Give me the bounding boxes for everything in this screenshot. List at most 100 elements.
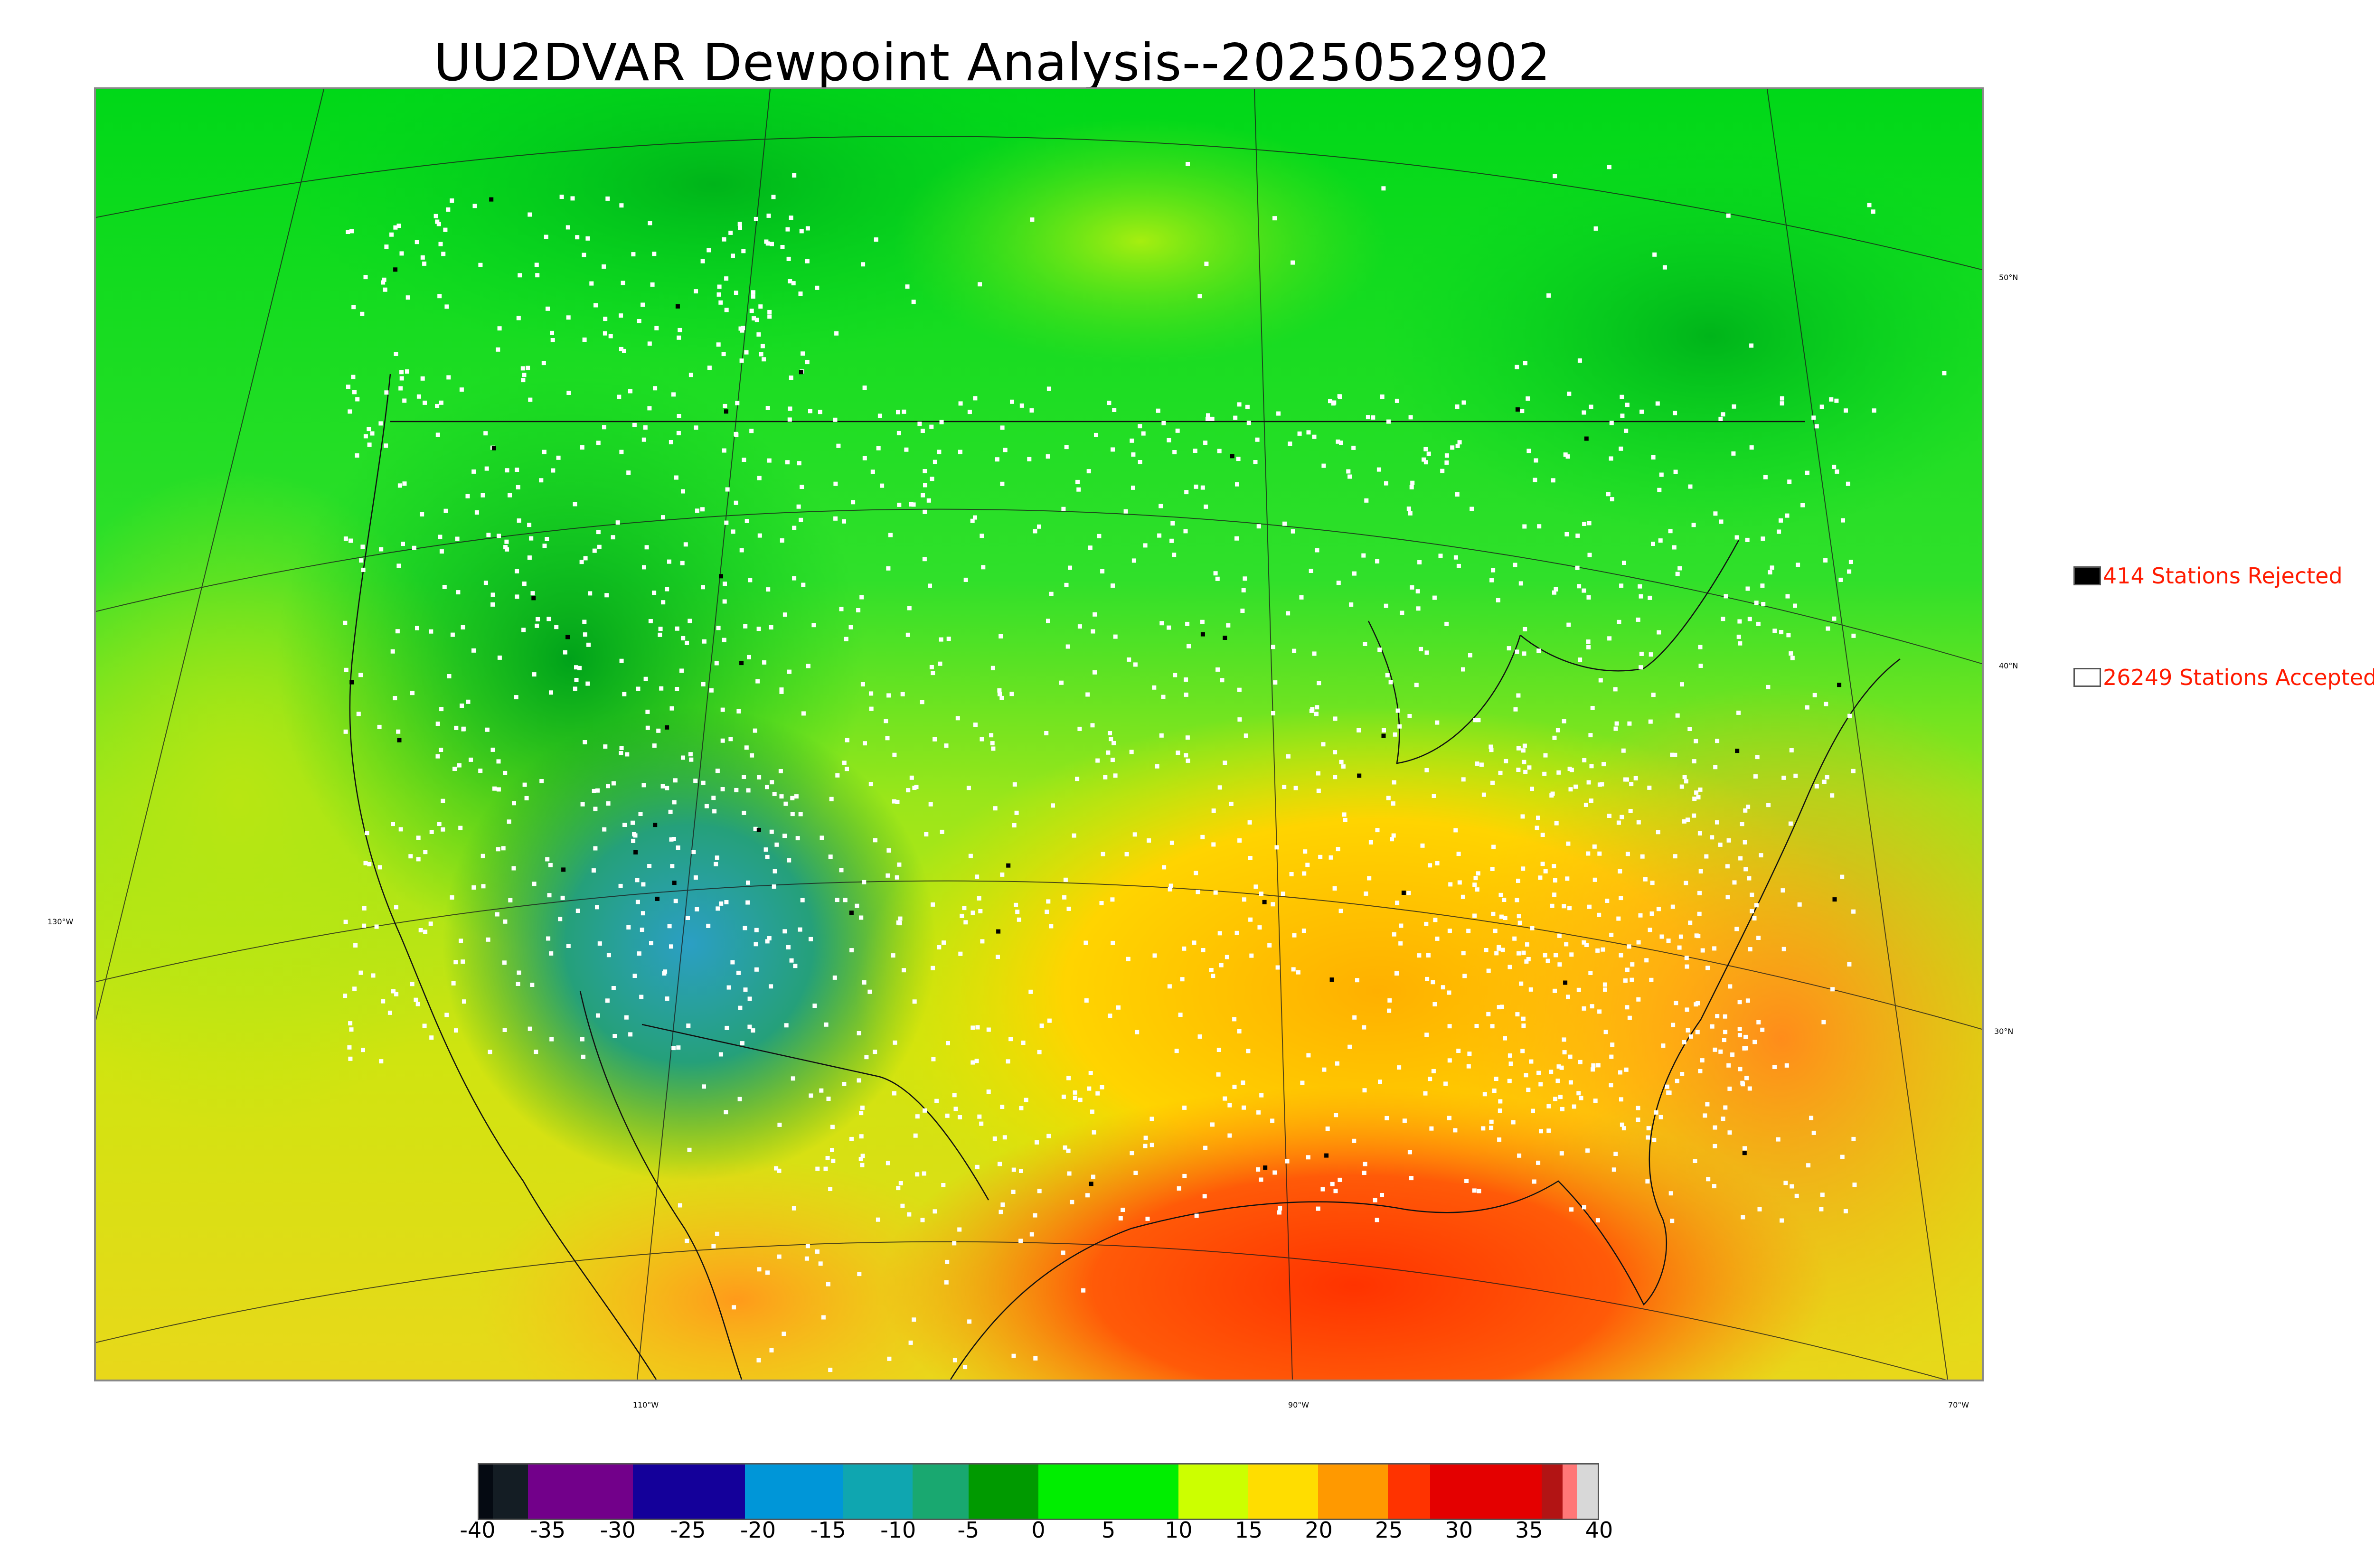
accepted-station-marker (1386, 796, 1391, 800)
accepted-station-marker (1339, 760, 1344, 764)
accepted-station-marker (739, 358, 744, 363)
colorbar-band (479, 1465, 493, 1519)
accepted-station-marker (465, 494, 470, 498)
accepted-station-marker (423, 930, 428, 934)
accepted-station-marker (1112, 408, 1117, 412)
accepted-station-marker (1219, 963, 1224, 967)
accepted-station-marker (1322, 1067, 1327, 1072)
accepted-station-marker (580, 445, 584, 450)
accepted-station-marker (658, 627, 663, 631)
accepted-station-marker (1241, 588, 1246, 592)
accepted-station-marker (1629, 782, 1634, 787)
accepted-station-marker (1518, 581, 1523, 586)
accepted-station-marker (884, 719, 888, 723)
accepted-station-marker (469, 757, 473, 762)
accepted-station-marker (762, 357, 766, 362)
accepted-station-marker (1240, 609, 1245, 613)
accepted-station-marker (1101, 852, 1105, 856)
accepted-station-marker (1468, 653, 1472, 657)
accepted-station-marker (942, 940, 946, 945)
accepted-station-marker (343, 994, 348, 998)
accepted-station-marker (978, 282, 982, 287)
accepted-station-marker (672, 800, 677, 805)
accepted-station-marker (1757, 1207, 1762, 1211)
accepted-station-marker (1461, 400, 1466, 405)
accepted-station-marker (1750, 892, 1754, 897)
accepted-station-marker (566, 315, 571, 320)
accepted-station-marker (1639, 651, 1644, 656)
accepted-station-marker (1155, 764, 1159, 769)
accepted-station-marker (1560, 1107, 1564, 1111)
accepted-station-marker (574, 678, 579, 682)
accepted-station-marker (511, 866, 516, 871)
accepted-station-marker (1081, 1288, 1086, 1293)
accepted-station-marker (800, 898, 805, 902)
accepted-station-marker (757, 775, 762, 779)
rejected-station-marker (653, 823, 658, 827)
accepted-station-marker (1593, 226, 1598, 231)
rejected-station-marker (565, 635, 570, 639)
accepted-station-marker (744, 350, 749, 355)
accepted-station-marker (694, 289, 698, 294)
accepted-station-marker (1597, 1009, 1602, 1014)
accepted-station-marker (416, 857, 421, 862)
accepted-station-marker (1825, 775, 1829, 779)
accepted-station-marker (1192, 940, 1196, 945)
accepted-station-marker (524, 796, 529, 800)
colorbar-band (1318, 1465, 1388, 1519)
accepted-station-marker (1564, 532, 1569, 536)
accepted-station-marker (1734, 535, 1739, 540)
accepted-station-marker (1011, 1190, 1016, 1194)
accepted-station-marker (1086, 469, 1091, 474)
accepted-station-marker (1688, 1034, 1693, 1039)
accepted-station-marker (1131, 485, 1135, 490)
accepted-station-marker (1182, 1174, 1187, 1178)
dewpoint-map[interactable] (94, 87, 1984, 1381)
accepted-station-marker (1779, 630, 1784, 635)
accepted-station-marker (1823, 558, 1828, 563)
accepted-station-marker (397, 483, 402, 488)
accepted-station-marker (1332, 886, 1337, 891)
accepted-station-marker (1830, 987, 1835, 992)
rejected-station-marker (1089, 1182, 1093, 1186)
accepted-station-marker (1521, 748, 1526, 753)
accepted-station-marker (725, 487, 730, 492)
accepted-station-marker (1575, 533, 1580, 538)
accepted-station-marker (1713, 511, 1718, 516)
accepted-station-marker (1768, 570, 1772, 575)
accepted-station-marker (1384, 603, 1388, 608)
accepted-station-marker (928, 802, 933, 807)
accepted-station-marker (885, 736, 890, 741)
accepted-station-marker (1267, 943, 1272, 948)
accepted-station-marker (1217, 785, 1222, 790)
accepted-station-marker (1745, 537, 1750, 542)
accepted-station-marker (772, 884, 776, 889)
accepted-station-marker (1243, 576, 1247, 581)
accepted-station-marker (428, 921, 433, 926)
accepted-station-marker (1271, 711, 1275, 715)
accepted-station-marker (920, 700, 924, 704)
accepted-station-marker (1616, 916, 1621, 921)
accepted-station-marker (450, 895, 454, 900)
accepted-station-marker (767, 314, 772, 319)
accepted-station-marker (1447, 929, 1452, 933)
accepted-station-marker (343, 920, 348, 924)
accepted-station-marker (622, 692, 627, 696)
accepted-station-marker (898, 916, 903, 921)
accepted-station-marker (1317, 681, 1321, 685)
accepted-station-marker (789, 376, 793, 380)
accepted-station-marker (517, 970, 521, 975)
accepted-station-marker (1433, 918, 1438, 922)
accepted-station-marker (1395, 708, 1400, 713)
accepted-station-marker (958, 450, 962, 454)
accepted-station-marker (1315, 705, 1319, 710)
accepted-station-marker (765, 406, 770, 410)
accepted-station-marker (1395, 901, 1400, 905)
accepted-station-marker (1220, 678, 1225, 683)
accepted-station-marker (429, 830, 434, 834)
accepted-station-marker (1066, 1076, 1071, 1080)
accepted-station-marker (1012, 823, 1017, 827)
accepted-station-marker (1785, 594, 1790, 599)
accepted-station-marker (1737, 1027, 1742, 1031)
accepted-station-marker (1704, 854, 1709, 859)
